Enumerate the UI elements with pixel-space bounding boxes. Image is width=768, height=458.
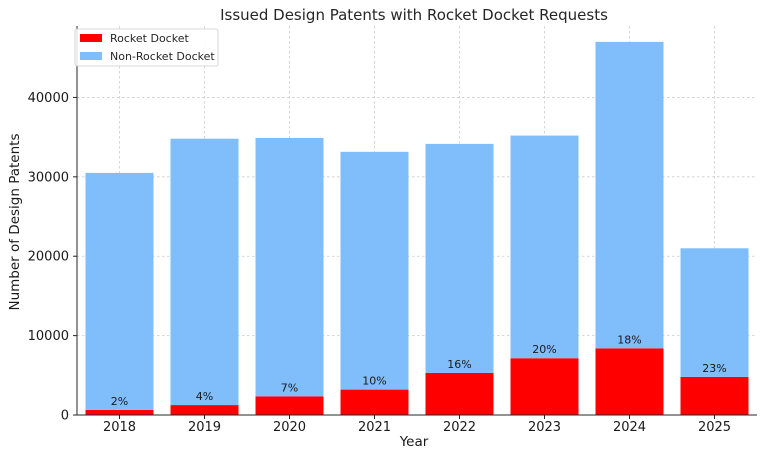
x-tick-label-2025: 2025 <box>698 420 731 435</box>
bar-non-rocket-docket-2022 <box>426 144 494 373</box>
bar-rocket-docket-2022 <box>426 373 494 415</box>
bar-non-rocket-docket-2025 <box>681 248 749 377</box>
percent-label-2021: 10% <box>362 375 386 388</box>
bar-non-rocket-docket-2018 <box>86 173 154 410</box>
x-tick-label-2023: 2023 <box>528 420 561 435</box>
legend-label-rocket-docket: Rocket Docket <box>110 32 189 45</box>
bar-rocket-docket-2018 <box>86 410 154 415</box>
bar-chart: Issued Design Patents with Rocket Docket… <box>0 0 768 458</box>
x-tick-label-2020: 2020 <box>273 420 306 435</box>
bar-non-rocket-docket-2023 <box>511 136 579 359</box>
x-tick-label-2019: 2019 <box>188 420 221 435</box>
percent-label-2024: 18% <box>617 333 641 346</box>
x-tick-label-2024: 2024 <box>613 420 646 435</box>
bar-non-rocket-docket-2019 <box>171 139 239 405</box>
x-axis-title: Year <box>399 434 429 450</box>
percent-label-2022: 16% <box>447 358 471 371</box>
legend-label-non-rocket-docket: Non-Rocket Docket <box>110 50 215 63</box>
bar-rocket-docket-2024 <box>596 348 664 415</box>
chart-container: Issued Design Patents with Rocket Docket… <box>0 0 768 458</box>
y-tick-label-0: 0 <box>61 409 69 424</box>
bar-rocket-docket-2025 <box>681 377 749 415</box>
legend-swatch-non-rocket-docket <box>80 52 102 60</box>
bar-non-rocket-docket-2024 <box>596 42 664 348</box>
y-tick-label-40000: 40000 <box>28 91 69 106</box>
percent-label-2020: 7% <box>281 381 298 394</box>
legend-swatch-rocket-docket <box>80 34 102 42</box>
percent-label-2025: 23% <box>702 362 726 375</box>
y-tick-label-30000: 30000 <box>28 170 69 185</box>
x-tick-label-2018: 2018 <box>103 420 136 435</box>
legend: Rocket Docket Non-Rocket Docket <box>75 29 218 66</box>
percent-label-2018: 2% <box>111 395 128 408</box>
percent-label-2019: 4% <box>196 390 213 403</box>
bar-rocket-docket-2023 <box>511 358 579 415</box>
bar-non-rocket-docket-2021 <box>341 152 409 390</box>
chart-title: Issued Design Patents with Rocket Docket… <box>220 6 608 24</box>
x-tick-label-2021: 2021 <box>358 420 391 435</box>
y-axis-title: Number of Design Patents <box>7 133 23 310</box>
bar-rocket-docket-2019 <box>171 405 239 415</box>
bar-non-rocket-docket-2020 <box>256 138 324 396</box>
bar-rocket-docket-2020 <box>256 396 324 415</box>
percent-label-2023: 20% <box>532 343 556 356</box>
y-tick-label-20000: 20000 <box>28 250 69 265</box>
x-tick-label-2022: 2022 <box>443 420 476 435</box>
bar-rocket-docket-2021 <box>341 390 409 415</box>
y-tick-label-10000: 10000 <box>28 329 69 344</box>
